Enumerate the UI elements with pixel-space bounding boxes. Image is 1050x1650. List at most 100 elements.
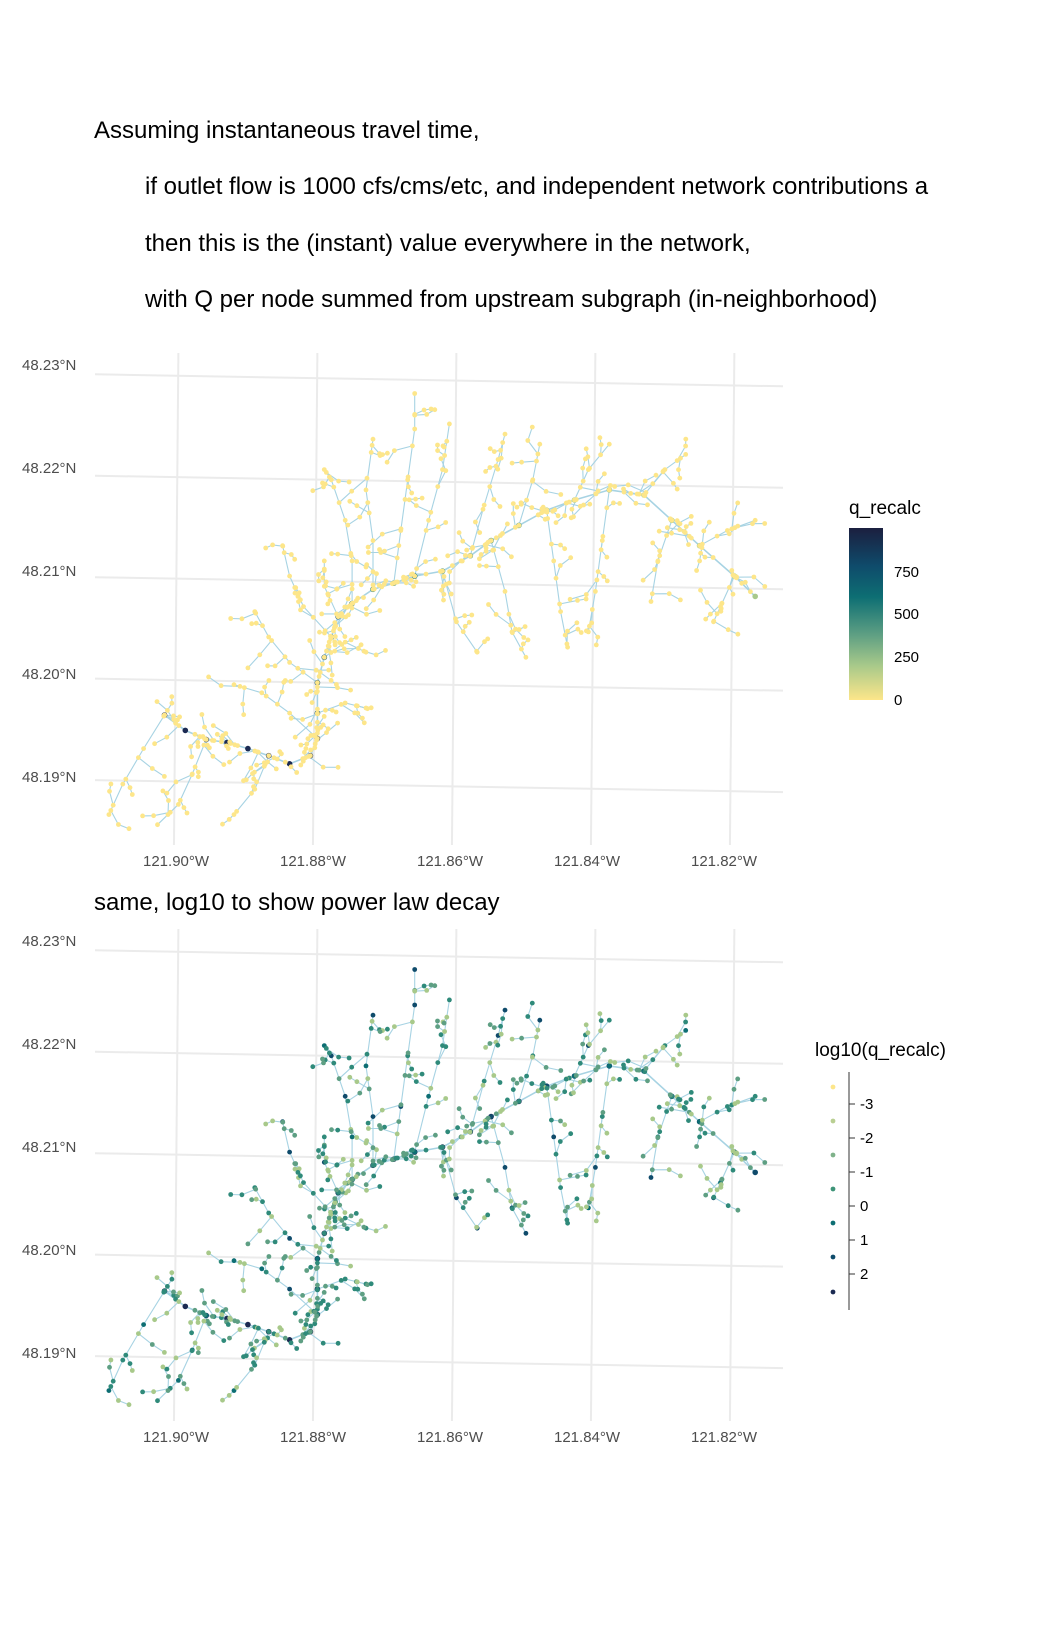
stream-line — [573, 443, 610, 501]
flow-node — [589, 1183, 595, 1188]
flow-node — [328, 477, 334, 483]
flow-node — [441, 1173, 446, 1179]
flow-node — [641, 492, 647, 498]
flow-node — [342, 700, 348, 706]
stream-line — [705, 603, 723, 620]
flow-node — [325, 1167, 331, 1173]
stream-line — [317, 1297, 329, 1306]
flow-node — [593, 491, 599, 497]
flow-node — [587, 1041, 592, 1047]
flow-node — [335, 551, 341, 557]
flow-node — [557, 1177, 562, 1183]
flow-node — [398, 526, 404, 532]
flow-node — [335, 1296, 340, 1302]
stream-line — [242, 687, 245, 715]
flow-node — [640, 577, 646, 583]
stream-line — [222, 735, 238, 747]
flow-node — [497, 1080, 503, 1085]
flow-node — [265, 1239, 270, 1245]
stream-line — [308, 755, 339, 768]
flow-node — [218, 683, 224, 689]
flow-node — [535, 451, 541, 457]
flow-node — [553, 520, 559, 525]
stream-line — [323, 641, 367, 658]
stream-line — [309, 1216, 323, 1241]
flow-node — [349, 1177, 355, 1182]
stream-line — [570, 1069, 597, 1095]
flow-node — [493, 463, 499, 469]
flow-node — [294, 770, 300, 775]
flow-node — [306, 754, 312, 759]
flow-node — [398, 1104, 404, 1109]
stream-line — [676, 1015, 687, 1037]
flow-node — [195, 740, 201, 745]
stream-line — [338, 477, 368, 504]
stream-line — [403, 573, 427, 578]
flow-node — [140, 1389, 146, 1395]
flow-node — [321, 1159, 327, 1165]
flow-node — [473, 519, 478, 525]
flow-node — [484, 1117, 490, 1123]
flow-node — [361, 1296, 367, 1302]
flow-node — [385, 450, 390, 456]
flow-node — [711, 618, 717, 624]
flow-node — [571, 1090, 576, 1096]
stream-line — [319, 1247, 337, 1261]
flow-node — [321, 1290, 327, 1295]
stream-line — [699, 1095, 756, 1123]
flow-node — [595, 1055, 601, 1060]
stream-line — [378, 583, 393, 586]
flow-node — [161, 1289, 167, 1295]
flow-node — [481, 1078, 487, 1084]
flow-node — [540, 1080, 546, 1086]
flow-node — [688, 521, 694, 526]
flow-node — [373, 652, 379, 658]
stream-line — [516, 1075, 527, 1084]
stream-line — [325, 583, 353, 590]
flow-node — [460, 629, 466, 635]
stream-line — [338, 1053, 368, 1080]
flow-node — [195, 774, 201, 780]
flow-node — [544, 1083, 550, 1089]
flow-node — [564, 1217, 570, 1223]
flow-node — [502, 1165, 508, 1170]
stream-line — [642, 555, 661, 581]
x-tick-label: 121.90°W — [143, 1429, 210, 1446]
flow-node — [572, 1073, 577, 1079]
legend-key-dot — [830, 1084, 836, 1090]
flow-node — [295, 1170, 301, 1175]
flow-node — [495, 564, 501, 570]
stream-line — [684, 522, 692, 533]
flow-node — [340, 1189, 345, 1195]
flow-node — [345, 1172, 351, 1178]
flow-node — [176, 802, 181, 807]
flow-node — [660, 1044, 666, 1050]
stream-line — [245, 1341, 265, 1357]
flow-node — [586, 629, 591, 635]
flow-node — [320, 575, 326, 581]
stream-line — [284, 1128, 296, 1136]
flow-node — [683, 452, 689, 457]
flow-node — [762, 1097, 768, 1102]
flow-node — [725, 627, 731, 633]
stream-line — [436, 1020, 445, 1032]
flow-node — [664, 1101, 670, 1107]
flow-node — [487, 446, 493, 452]
flow-node — [279, 689, 285, 695]
stream-line — [256, 1333, 275, 1342]
stream-line — [284, 552, 296, 560]
flow-node — [645, 502, 650, 508]
flow-node — [508, 1198, 514, 1204]
flow-node — [714, 533, 720, 539]
flow-node — [332, 648, 338, 654]
flow-node — [409, 490, 415, 496]
stream-line — [333, 607, 348, 629]
flow-node — [324, 648, 329, 654]
flow-node — [535, 1027, 541, 1033]
stream-line — [520, 1215, 529, 1226]
flow-node — [598, 1028, 603, 1034]
flow-node — [539, 506, 545, 512]
stream-line — [699, 519, 756, 547]
flow-node — [349, 1181, 355, 1187]
stream-line — [371, 1027, 388, 1033]
